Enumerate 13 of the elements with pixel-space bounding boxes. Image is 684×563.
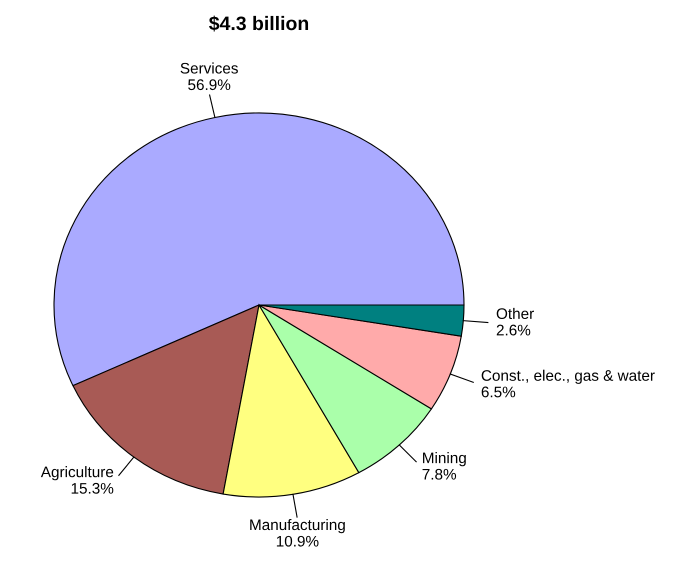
slice-label: Mining — [423, 452, 466, 466]
slice-label: Agriculture — [40, 466, 114, 480]
data-label: 56.9% — [188, 79, 230, 90]
data-label: 10.9% — [276, 536, 319, 547]
data-label: 2.6% — [496, 324, 530, 336]
slice-label: Manufacturing — [250, 518, 345, 534]
slice-label: Other — [496, 308, 534, 320]
slice-label: Services — [180, 62, 238, 74]
data-label: 6.5% — [482, 386, 516, 398]
chart-title: $4.3 billion — [209, 16, 308, 32]
data-label: 7.8% — [422, 468, 456, 480]
data-label: 15.3% — [72, 482, 114, 494]
slice-label: Const., elec., gas & water — [482, 370, 655, 384]
